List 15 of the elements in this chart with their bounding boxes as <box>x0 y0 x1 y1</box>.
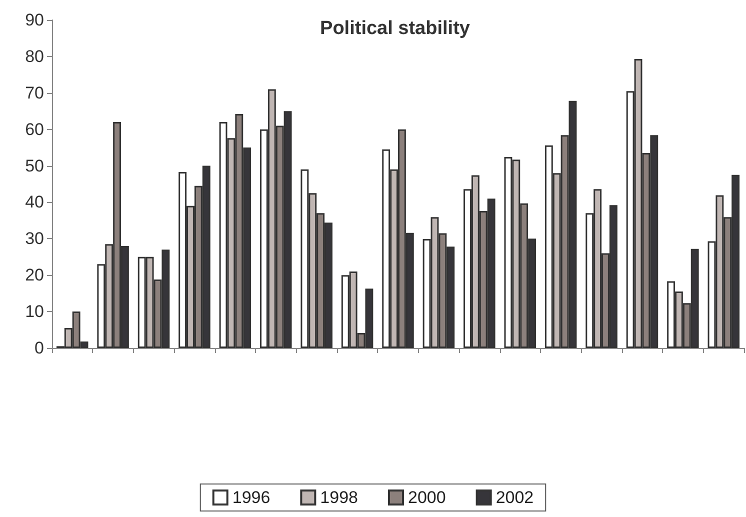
y-tick-label: 20 <box>25 266 44 285</box>
legend-label: 1998 <box>320 488 358 507</box>
legend-label: 1996 <box>232 488 270 507</box>
y-tick-label: 50 <box>25 156 44 176</box>
legend-label: 2000 <box>408 488 446 507</box>
chart-title: Political stability <box>320 18 470 39</box>
y-tick-label: 10 <box>25 302 44 322</box>
y-tick-label: 40 <box>25 192 44 212</box>
y-tick-label: 60 <box>25 120 44 139</box>
y-tick-label: 0 <box>34 338 44 358</box>
y-tick-label: 70 <box>25 83 44 102</box>
legend-label: 2002 <box>496 488 534 507</box>
y-tick-label: 90 <box>25 10 44 30</box>
y-tick-label: 80 <box>25 46 44 66</box>
y-tick-label: 30 <box>25 229 44 248</box>
